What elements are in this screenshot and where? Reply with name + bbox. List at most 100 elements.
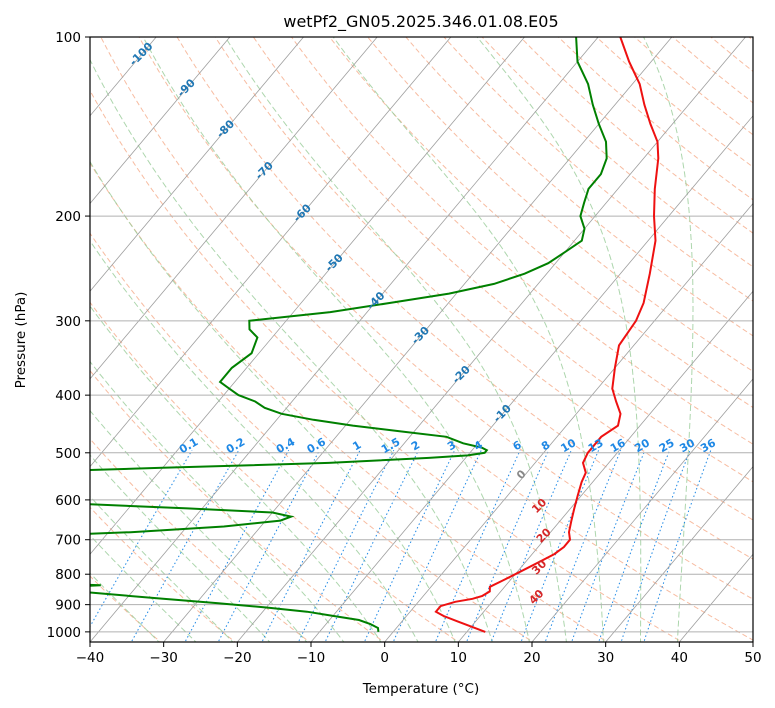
dry-adiabat-line bbox=[252, 37, 753, 483]
dry-adiabat-line bbox=[328, 37, 753, 409]
dry-adiabat-line bbox=[367, 37, 753, 372]
moist-adiabat-line bbox=[90, 495, 234, 642]
y-tick-label: 1000 bbox=[47, 625, 81, 641]
isotherm-line bbox=[90, 37, 378, 380]
dry-adiabat-line bbox=[481, 37, 753, 268]
isotherm-line bbox=[384, 202, 753, 642]
mixing-ratio-label: 4 bbox=[472, 438, 485, 453]
isotherm-line bbox=[310, 115, 753, 642]
dry-adiabat-line bbox=[90, 438, 311, 642]
isotherm-line bbox=[458, 290, 753, 642]
y-tick-label: 700 bbox=[55, 533, 81, 549]
mixing-ratio-line bbox=[598, 450, 671, 642]
background-lines bbox=[0, 24, 775, 645]
isotherm-line bbox=[531, 378, 753, 642]
x-tick-label: −20 bbox=[223, 650, 252, 666]
y-tick-label: 900 bbox=[55, 598, 81, 614]
moist-adiabat-line bbox=[90, 454, 271, 642]
y-tick-label: 200 bbox=[55, 209, 81, 225]
mixing-ratio-line bbox=[90, 449, 193, 628]
x-tick-label: 40 bbox=[671, 650, 688, 666]
dry-adiabat-line bbox=[90, 369, 385, 642]
moist-adiabat-line bbox=[90, 160, 456, 642]
dry-adiabat-label: -90 bbox=[175, 76, 198, 99]
x-ticks: −40 −30 −20 −10 0 10 20 30 40 50 bbox=[76, 642, 762, 666]
moist-adiabat-line bbox=[90, 240, 419, 642]
x-tick-label: 10 bbox=[450, 650, 467, 666]
isotherm-line bbox=[90, 37, 231, 205]
mixing-ratio-line bbox=[392, 449, 482, 642]
mixing-ratio-line bbox=[520, 450, 600, 642]
x-tick-label: −10 bbox=[297, 650, 326, 666]
plot-frame bbox=[89, 36, 754, 643]
dry-adiabat-label: -60 bbox=[291, 201, 314, 224]
y-tick-label: 800 bbox=[55, 567, 81, 583]
moist-adiabat-label: 40 bbox=[526, 587, 546, 607]
temperature-line bbox=[434, 37, 660, 633]
moist-adiabat-label: 20 bbox=[534, 525, 554, 545]
dry-adiabat-line bbox=[90, 162, 609, 642]
dry-adiabat-label: -70 bbox=[253, 159, 276, 182]
x-tick-label: −40 bbox=[76, 650, 105, 666]
mixing-ratio-line bbox=[261, 449, 361, 642]
dry-adiabat-line bbox=[90, 89, 683, 642]
moist-adiabat-line bbox=[332, 37, 604, 642]
mixing-ratio-label: 8 bbox=[539, 438, 552, 453]
x-tick-label: 50 bbox=[744, 650, 761, 666]
chart-title: wetPf2_GN05.2025.346.01.08.E05 bbox=[283, 12, 558, 32]
mixing-ratio-line bbox=[184, 449, 290, 642]
dry-adiabat-label: -100 bbox=[127, 40, 156, 69]
moist-adiabat-line bbox=[142, 37, 530, 642]
x-axis-label: Temperature (°C) bbox=[362, 681, 480, 697]
isotherm-line bbox=[0, 37, 9, 642]
mixing-ratio-line bbox=[217, 449, 320, 642]
dry-adiabat-line bbox=[214, 37, 753, 521]
isotherm-line bbox=[90, 37, 599, 642]
y-tick-label: 600 bbox=[55, 493, 81, 509]
x-tick-label: 0 bbox=[380, 650, 389, 666]
mixing-ratio-line bbox=[571, 450, 646, 642]
y-tick-label: 100 bbox=[55, 30, 81, 46]
x-tick-label: 20 bbox=[523, 650, 540, 666]
y-ticks: 100 200 300 400 500 600 700 800 900 1000 bbox=[47, 30, 90, 641]
y-tick-label: 300 bbox=[55, 314, 81, 330]
dry-adiabat-line bbox=[710, 37, 753, 72]
mixing-ratio-line bbox=[643, 450, 712, 642]
isotherm-line bbox=[605, 465, 753, 642]
dewpoint-line bbox=[90, 37, 608, 633]
dry-adiabat-line bbox=[519, 37, 753, 234]
mixing-ratio-line bbox=[297, 449, 395, 642]
mixing-ratio-line bbox=[620, 450, 691, 642]
moist-adiabat-line bbox=[643, 37, 694, 642]
dry-adiabat-line bbox=[90, 232, 534, 642]
mixing-ratio-label: 1 bbox=[350, 438, 363, 453]
dry-adiabat-line bbox=[405, 37, 753, 337]
moist-adiabat-line bbox=[90, 360, 345, 642]
dry-adiabat-label: -80 bbox=[214, 117, 237, 140]
isotherm-line bbox=[90, 37, 304, 292]
moist-adiabat-label: 0 bbox=[514, 467, 529, 482]
dry-adiabat-label: -10 bbox=[491, 402, 514, 425]
mixing-ratio-line bbox=[490, 450, 572, 642]
dry-adiabat-line bbox=[90, 301, 460, 642]
y-tick-label: 400 bbox=[55, 388, 81, 404]
dry-adiabat-line bbox=[176, 37, 753, 560]
dry-adiabat-line bbox=[771, 24, 775, 645]
dry-adiabat-line bbox=[443, 37, 753, 302]
moist-adiabat-line bbox=[90, 58, 493, 642]
dry-adiabat-label: -30 bbox=[409, 324, 432, 347]
y-axis-label: Pressure (hPa) bbox=[13, 292, 29, 389]
dry-adiabat-line bbox=[138, 37, 753, 600]
y-tick-label: 500 bbox=[55, 446, 81, 462]
mixing-ratio-line bbox=[130, 449, 240, 642]
pressure-gridlines bbox=[90, 37, 753, 633]
dry-adiabat-label: -20 bbox=[450, 363, 473, 386]
moist-adiabat-line bbox=[90, 534, 197, 642]
moist-adiabat-line bbox=[476, 37, 642, 642]
x-tick-label: −30 bbox=[149, 650, 178, 666]
x-tick-label: 30 bbox=[597, 650, 614, 666]
moist-adiabat-line bbox=[90, 305, 382, 642]
isotherm-line bbox=[90, 37, 525, 555]
isotherm-line bbox=[679, 553, 753, 642]
